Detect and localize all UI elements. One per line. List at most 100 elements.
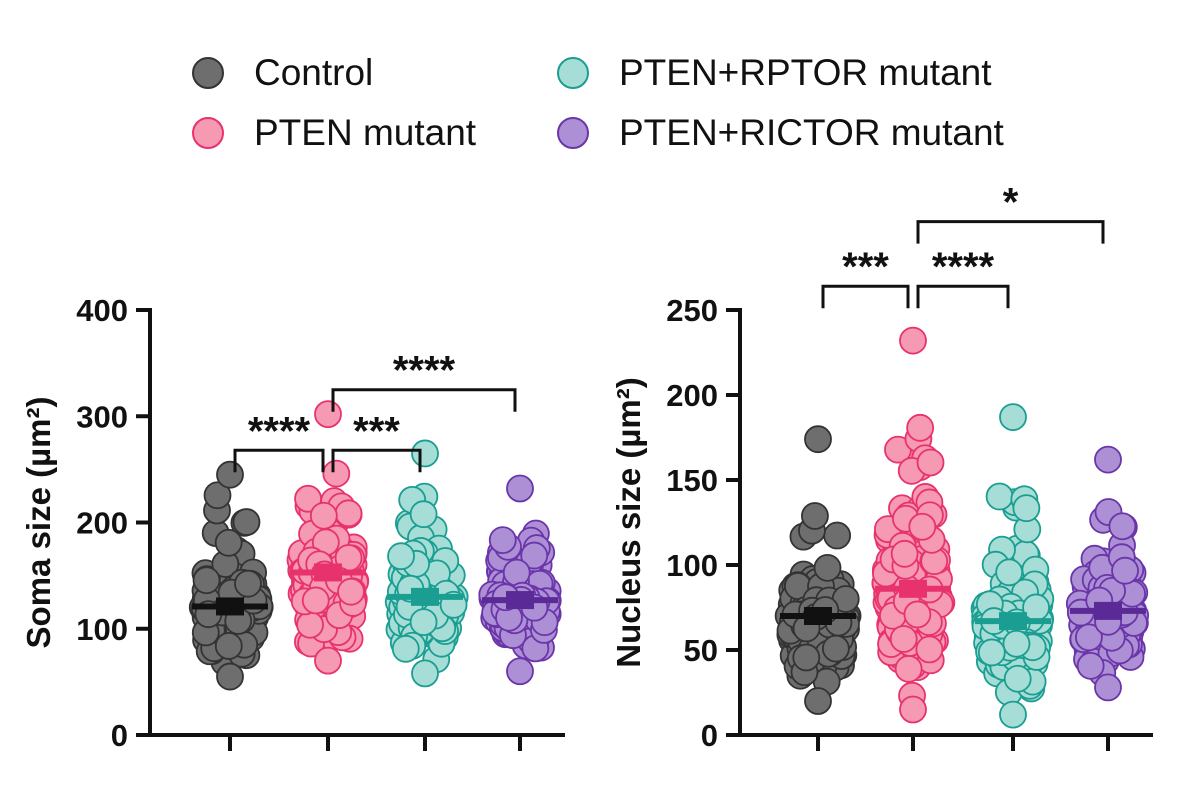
significance-bracket: **** [331,349,517,412]
data-point [334,499,363,528]
bracket-line [331,448,422,473]
data-point [1108,512,1137,541]
data-point [506,474,534,503]
legend-item-control: Control [192,52,373,94]
data-point [999,403,1027,432]
significance-label: **** [393,349,456,393]
data-point [234,569,262,598]
y-tick-label: 50 [684,633,718,668]
data-point [899,695,927,724]
legend-item-pten: PTEN mutant [192,112,476,154]
data-point [1012,494,1041,523]
data-point [1076,651,1105,680]
y-tick-label: 200 [666,378,718,413]
series-3 [384,439,469,688]
data-point [488,526,517,555]
data-point [889,625,918,653]
series-1 [774,425,862,715]
series-1 [188,460,274,691]
data-point [916,448,945,477]
data-point [915,635,944,664]
series-4 [1065,445,1150,702]
series-2 [871,326,956,724]
data-point [1111,556,1139,585]
data-point [411,659,439,688]
significance-bracket: **** [916,245,1010,309]
y-tick-label: 200 [76,506,128,541]
data-point [214,632,243,660]
data-point [203,481,232,510]
y-tick-label: 300 [76,399,128,434]
data-point [906,413,935,442]
data-point [823,521,852,550]
y-tick-label: 100 [666,548,718,583]
legend-marker-control [192,57,224,89]
y-tick-label: 250 [666,293,718,328]
data-point [890,539,919,568]
data-point [995,558,1024,587]
y-tick-label: 150 [666,463,718,498]
legend-label-rptor: PTEN+RPTOR mutant [619,52,992,93]
series-3 [970,403,1055,729]
significance-label: **** [932,245,995,289]
data-point [1094,445,1122,474]
legend-marker-pten [192,117,224,149]
data-point [899,326,927,355]
legend-item-rptor: PTEN+RPTOR mutant [557,52,992,94]
significance-bracket: * [916,181,1105,244]
data-point [985,482,1014,511]
data-point [409,500,438,529]
y-tick-label: 0 [701,718,718,753]
data-point [999,700,1027,729]
data-point [1002,629,1031,658]
legend-marker-rptor [557,57,589,89]
data-point [301,586,330,615]
data-point [903,600,932,629]
bracket-line [916,220,1105,244]
data-point [804,425,832,454]
data-point [192,566,221,595]
data-point [908,512,937,541]
data-point [801,502,829,530]
data-point [232,508,261,536]
data-point [520,541,549,570]
data-point [214,528,243,557]
data-point [322,459,351,488]
data-point [411,439,439,468]
data-point [409,608,438,636]
legend: Control PTEN mutant PTEN+RPTOR mutant PT… [180,40,1080,160]
y-axis-label: Soma size (µm²) [20,397,57,649]
data-point [792,643,821,672]
significance-label: * [1003,181,1019,225]
legend-label-rictor: PTEN+RICTOR mutant [619,112,1004,153]
series-2 [286,400,370,675]
bracket-line [233,448,325,473]
significance-label: *** [842,245,889,289]
legend-item-rictor: PTEN+RICTOR mutant [557,112,1004,154]
significance-bracket: *** [331,409,422,473]
legend-label-pten: PTEN mutant [254,112,477,153]
y-tick-label: 400 [76,293,128,328]
legend-marker-rictor [557,117,589,149]
data-point [1003,664,1032,693]
data-point [821,634,850,663]
series-4 [478,474,562,686]
bracket-line [331,388,517,412]
significance-bracket: **** [233,409,325,473]
y-tick-label: 100 [76,612,128,647]
data-point [1094,673,1122,702]
data-point [804,687,832,715]
data-point [387,542,415,571]
data-point [216,662,244,691]
data-point [314,646,342,675]
significance-bracket: *** [821,245,910,309]
data-point [502,558,531,587]
data-point [894,654,923,683]
data-point [294,484,322,513]
data-point [337,577,365,606]
data-point [813,553,842,582]
y-tick-label: 0 [111,718,128,753]
